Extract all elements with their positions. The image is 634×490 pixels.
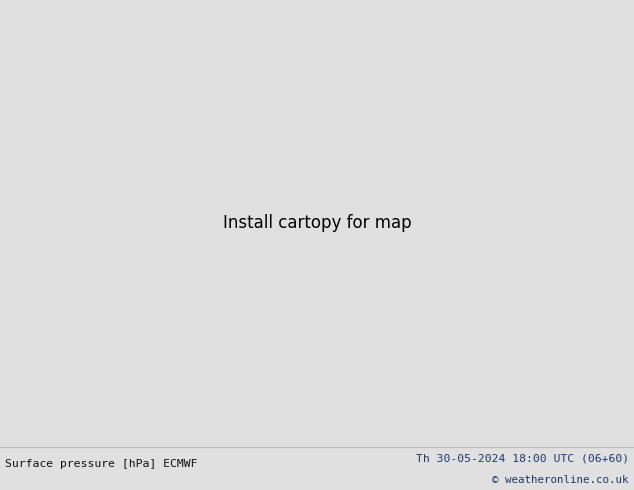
Text: Install cartopy for map: Install cartopy for map: [223, 214, 411, 232]
Text: Th 30-05-2024 18:00 UTC (06+60): Th 30-05-2024 18:00 UTC (06+60): [416, 453, 629, 463]
Text: © weatheronline.co.uk: © weatheronline.co.uk: [493, 475, 629, 485]
Text: Surface pressure [hPa] ECMWF: Surface pressure [hPa] ECMWF: [5, 459, 198, 468]
